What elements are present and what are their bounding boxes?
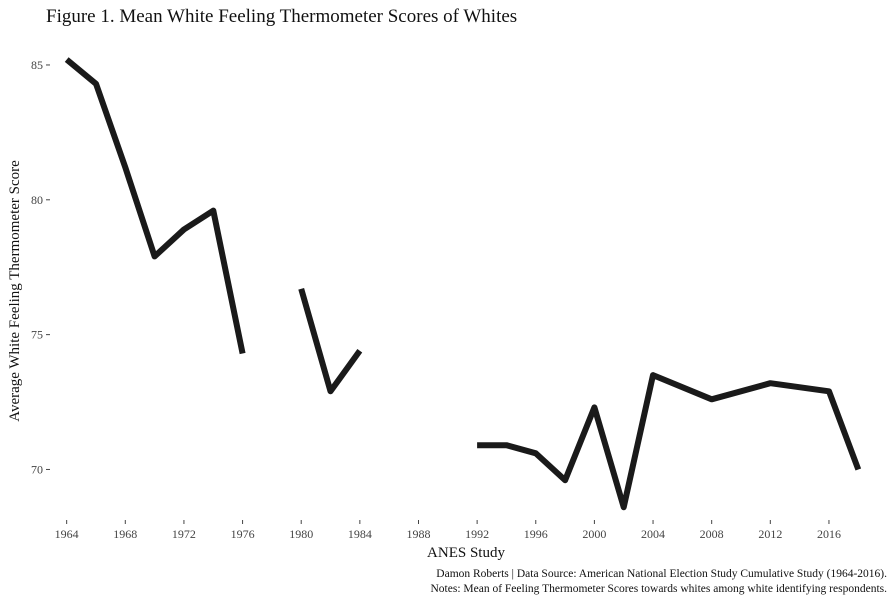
x-tick-label: 2004 — [641, 527, 665, 541]
x-tick-label: 1976 — [231, 527, 255, 541]
caption-source: Damon Roberts | Data Source: American Na… — [436, 568, 887, 580]
caption-notes: Notes: Mean of Feeling Thermometer Score… — [431, 583, 888, 595]
x-axis-title: ANES Study — [427, 545, 505, 561]
series-line-segment — [64, 57, 246, 355]
x-tick-label: 1964 — [55, 527, 79, 541]
x-tick-label: 2008 — [700, 527, 724, 541]
x-tick-label: 1980 — [289, 527, 313, 541]
series-line-segment — [477, 372, 862, 511]
series-lines — [64, 57, 862, 511]
x-tick-label: 1984 — [348, 527, 372, 541]
x-tick-label: 1996 — [524, 527, 548, 541]
y-tick-label: 70 — [31, 462, 43, 476]
chart-title: Figure 1. Mean White Feeling Thermometer… — [46, 6, 517, 27]
x-tick-label: 1992 — [465, 527, 489, 541]
x-tick-label: 1972 — [172, 527, 196, 541]
y-tick-label: 80 — [31, 193, 43, 207]
x-tick-label: 1968 — [113, 527, 137, 541]
x-axis: 1964 1968 1972 1976 1980 1984 1988 1992 1996 2000… — [55, 520, 841, 541]
y-axis-title: Average White Feeling Thermometer Score — [7, 160, 23, 422]
x-tick-label: 2016 — [817, 527, 841, 541]
series-line-segment — [298, 287, 363, 395]
x-tick-label: 2000 — [582, 527, 606, 541]
y-tick-label: 75 — [31, 328, 43, 342]
x-tick-label: 2012 — [758, 527, 782, 541]
x-tick-label: 1988 — [406, 527, 430, 541]
y-tick-label: 85 — [31, 58, 43, 72]
y-axis: 70 75 80 85 — [31, 58, 50, 476]
